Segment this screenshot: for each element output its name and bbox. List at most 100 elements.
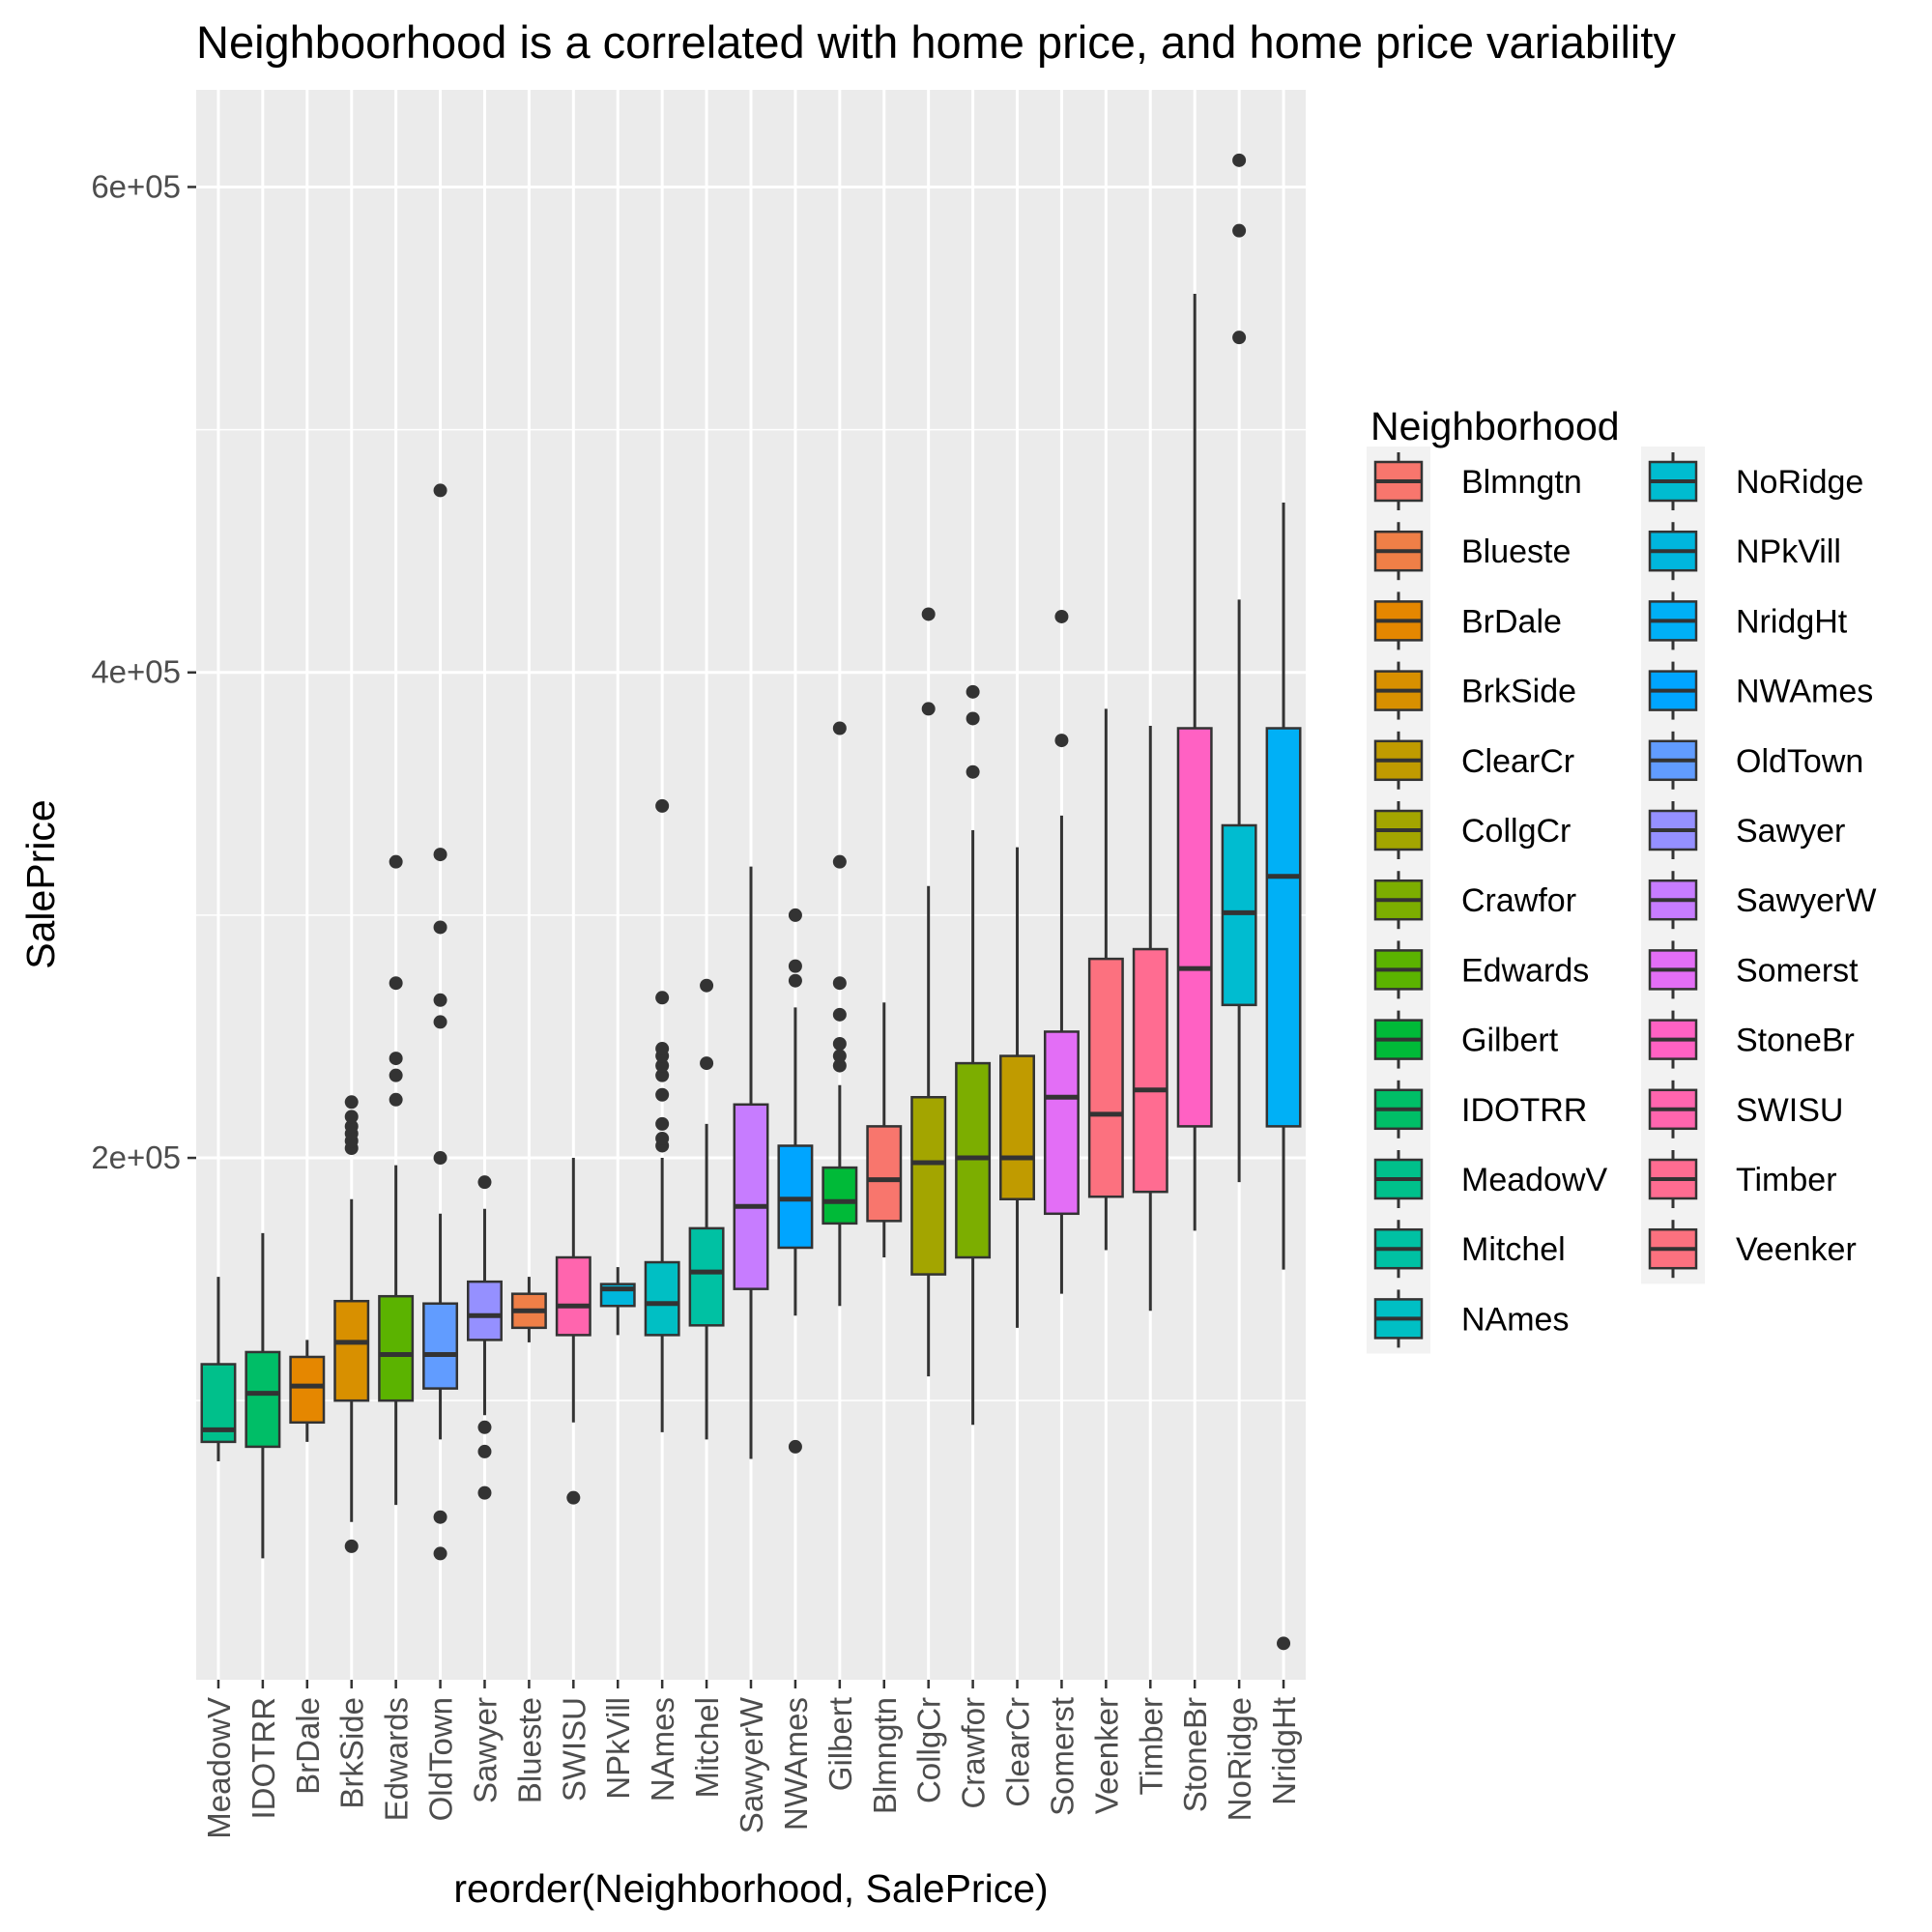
box-NoRidge [1221,153,1257,1183]
box-NridgHt [1265,502,1302,1651]
box-body [1043,1030,1080,1216]
legend-item-Gilbert: Gilbert [1373,1010,1559,1069]
legend-label: Somerst [1736,952,1859,989]
outlier-point [389,1052,403,1066]
x-tick-label: Blmngtn [867,1697,903,1814]
outlier-point [966,711,980,726]
box-body [1221,823,1257,1007]
outlier-point [477,1444,492,1458]
legend-item-ClearCr: ClearCr [1373,731,1574,790]
box-Somerst [1043,609,1080,1294]
outlier-point [700,1056,714,1071]
outlier-point [433,848,447,862]
box-BrDale [289,1340,326,1442]
legend-item-Blueste: Blueste [1373,522,1571,581]
outlier-point [433,1151,447,1166]
box-body [910,1096,947,1276]
outlier-point [389,1068,403,1082]
outlier-point [344,1119,359,1134]
legend-item-Mitchel: Mitchel [1373,1220,1566,1279]
x-tick-label: Mitchel [689,1697,725,1799]
box-Blueste [510,1277,547,1342]
legend-item-StoneBr: StoneBr [1648,1010,1855,1069]
outlier-point [832,1007,847,1022]
x-tick-label: StoneBr [1177,1697,1213,1812]
legend-title: Neighborhood [1370,404,1620,448]
box-NPkVill [599,1267,636,1336]
outlier-point [788,973,802,988]
x-tick-label: Veenker [1088,1697,1124,1814]
legend-label: Mitchel [1461,1231,1566,1268]
legend-item-Timber: Timber [1648,1150,1837,1208]
legend-label: IDOTRR [1461,1092,1587,1129]
box-body [378,1294,415,1402]
outlier-point [921,702,936,716]
outlier-point [788,1439,802,1454]
outlier-point [832,1058,847,1073]
box-body [866,1125,903,1223]
legend-label: Gilbert [1461,1023,1559,1059]
box-body [733,1103,769,1290]
box-BrkSide [333,1095,370,1553]
legend-item-NPkVill: NPkVill [1648,522,1841,581]
x-tick-label: Crawfor [956,1697,992,1809]
box-NWAmes [777,908,814,1454]
box-CollgCr [910,607,947,1377]
legend-label: BrkSide [1461,674,1576,710]
outlier-point [389,1092,403,1107]
x-tick-label: IDOTRR [245,1697,281,1820]
outlier-point [344,1095,359,1110]
legend-label: NPkVill [1736,533,1841,570]
outlier-point [655,1116,670,1131]
outlier-point [655,1131,670,1145]
legend-label: NridgHt [1736,603,1848,640]
x-tick-label: Sawyer [467,1697,503,1803]
outlier-point [832,1037,847,1051]
outlier-point [832,721,847,735]
outlier-point [433,920,447,935]
outlier-point [832,854,847,869]
outlier-point [921,607,936,621]
box-body [822,1166,858,1226]
box-Timber [1132,726,1168,1312]
outlier-point [433,993,447,1007]
legend-item-SWISU: SWISU [1648,1080,1843,1139]
x-tick-label: OldTown [423,1697,459,1821]
box-NAmes [644,798,680,1432]
outlier-point [655,1058,670,1073]
outlier-point [477,1420,492,1434]
outlier-point [788,959,802,973]
box-body [688,1226,725,1327]
legend-label: MeadowV [1461,1162,1608,1198]
outlier-point [966,764,980,779]
legend-item-BrDale: BrDale [1373,591,1562,650]
legend-item-NWAmes: NWAmes [1648,661,1873,720]
box-body [289,1355,326,1425]
box-Crawfor [955,684,992,1426]
outlier-point [1232,223,1247,238]
legend-label: SawyerW [1736,882,1876,919]
legend-label: StoneBr [1736,1023,1855,1059]
x-tick-label: BrkSide [334,1697,370,1809]
x-tick-label: CollgCr [911,1697,947,1803]
legend-label: NAmes [1461,1301,1569,1338]
boxes [200,153,1302,1651]
x-tick-label: NPkVill [600,1697,636,1800]
outlier-point [1054,734,1069,748]
box-body [1087,957,1124,1198]
box-body [245,1350,281,1449]
box-body [1265,727,1302,1128]
box-body [1176,727,1213,1128]
legend-label: NoRidge [1736,464,1863,501]
x-tick-label: MeadowV [201,1697,237,1839]
legend: Neighborhood Blmngtn Blueste BrDale BrkSide… [1367,404,1876,1354]
legend-item-Sawyer: Sawyer [1648,801,1845,859]
y-tick-label: 4e+05 [91,654,181,690]
box-SawyerW [733,866,769,1459]
legend-key-background [1641,447,1705,1284]
outlier-point [655,1042,670,1056]
outlier-point [344,1110,359,1124]
box-body [467,1280,503,1341]
legend-item-IDOTRR: IDOTRR [1373,1080,1587,1139]
y-axis-title: SalePrice [18,799,63,968]
